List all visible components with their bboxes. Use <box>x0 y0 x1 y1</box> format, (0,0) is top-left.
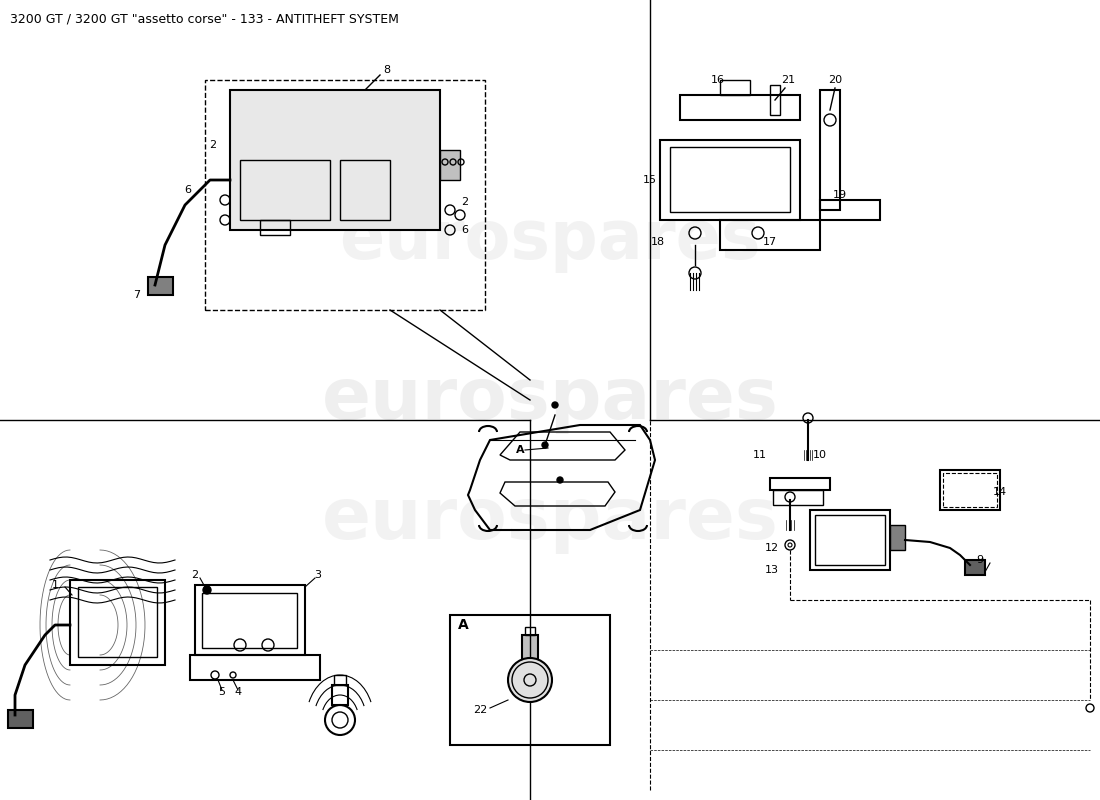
Bar <box>440 150 460 180</box>
Bar <box>770 85 780 115</box>
Text: 20: 20 <box>828 75 843 85</box>
Bar <box>522 635 538 660</box>
Text: 12: 12 <box>764 543 779 553</box>
Circle shape <box>557 477 563 483</box>
Bar <box>965 560 985 575</box>
Bar <box>940 470 1000 510</box>
Bar <box>8 710 33 728</box>
Text: 3: 3 <box>315 570 321 580</box>
Bar <box>240 160 330 220</box>
Circle shape <box>542 442 548 448</box>
Bar <box>770 478 830 490</box>
Text: 2: 2 <box>191 570 199 580</box>
Circle shape <box>552 402 558 408</box>
Bar <box>340 160 390 220</box>
Text: 2: 2 <box>209 140 217 150</box>
Bar <box>450 615 610 745</box>
Text: 3200 GT / 3200 GT "assetto corse" - 133 - ANTITHEFT SYSTEM: 3200 GT / 3200 GT "assetto corse" - 133 … <box>10 13 399 26</box>
Bar <box>773 490 823 505</box>
Bar <box>820 90 840 210</box>
Text: 15: 15 <box>644 175 657 185</box>
Text: 9: 9 <box>977 555 983 565</box>
Bar <box>260 220 290 235</box>
Text: 21: 21 <box>781 75 795 85</box>
Bar <box>205 80 485 310</box>
Text: eurospares: eurospares <box>321 486 779 554</box>
Bar <box>820 200 880 220</box>
Text: 1: 1 <box>52 580 58 590</box>
Bar <box>230 90 440 230</box>
Text: 14: 14 <box>993 487 1008 497</box>
Text: 19: 19 <box>833 190 847 200</box>
Bar <box>525 627 535 635</box>
Bar <box>810 510 890 570</box>
Bar <box>660 140 800 220</box>
Text: eurospares: eurospares <box>339 207 761 273</box>
Text: 7: 7 <box>133 290 141 300</box>
Text: 18: 18 <box>651 237 666 247</box>
Circle shape <box>204 586 211 594</box>
Text: 17: 17 <box>763 237 777 247</box>
Bar <box>334 675 346 685</box>
Bar <box>190 655 320 680</box>
Text: 6: 6 <box>185 185 191 195</box>
Text: 8: 8 <box>384 65 390 75</box>
Bar <box>720 80 750 95</box>
Text: A: A <box>458 618 469 632</box>
Bar <box>943 473 997 507</box>
Bar <box>815 515 886 565</box>
Bar <box>720 220 820 250</box>
Text: 16: 16 <box>711 75 725 85</box>
Bar <box>78 587 157 657</box>
Text: 11: 11 <box>754 450 767 460</box>
Text: 22: 22 <box>473 705 487 715</box>
Bar <box>202 593 297 648</box>
Bar <box>890 525 905 550</box>
Bar <box>70 580 165 665</box>
Text: A: A <box>516 445 525 455</box>
Bar <box>195 585 305 655</box>
Text: 2: 2 <box>461 197 469 207</box>
Text: 5: 5 <box>219 687 225 697</box>
Bar <box>670 147 790 212</box>
Bar <box>148 277 173 295</box>
Text: 13: 13 <box>764 565 779 575</box>
Text: 6: 6 <box>462 225 469 235</box>
Text: eurospares: eurospares <box>321 366 779 434</box>
Circle shape <box>508 658 552 702</box>
Text: 10: 10 <box>813 450 827 460</box>
Bar <box>332 685 348 705</box>
Bar <box>680 95 800 120</box>
Text: 4: 4 <box>234 687 242 697</box>
